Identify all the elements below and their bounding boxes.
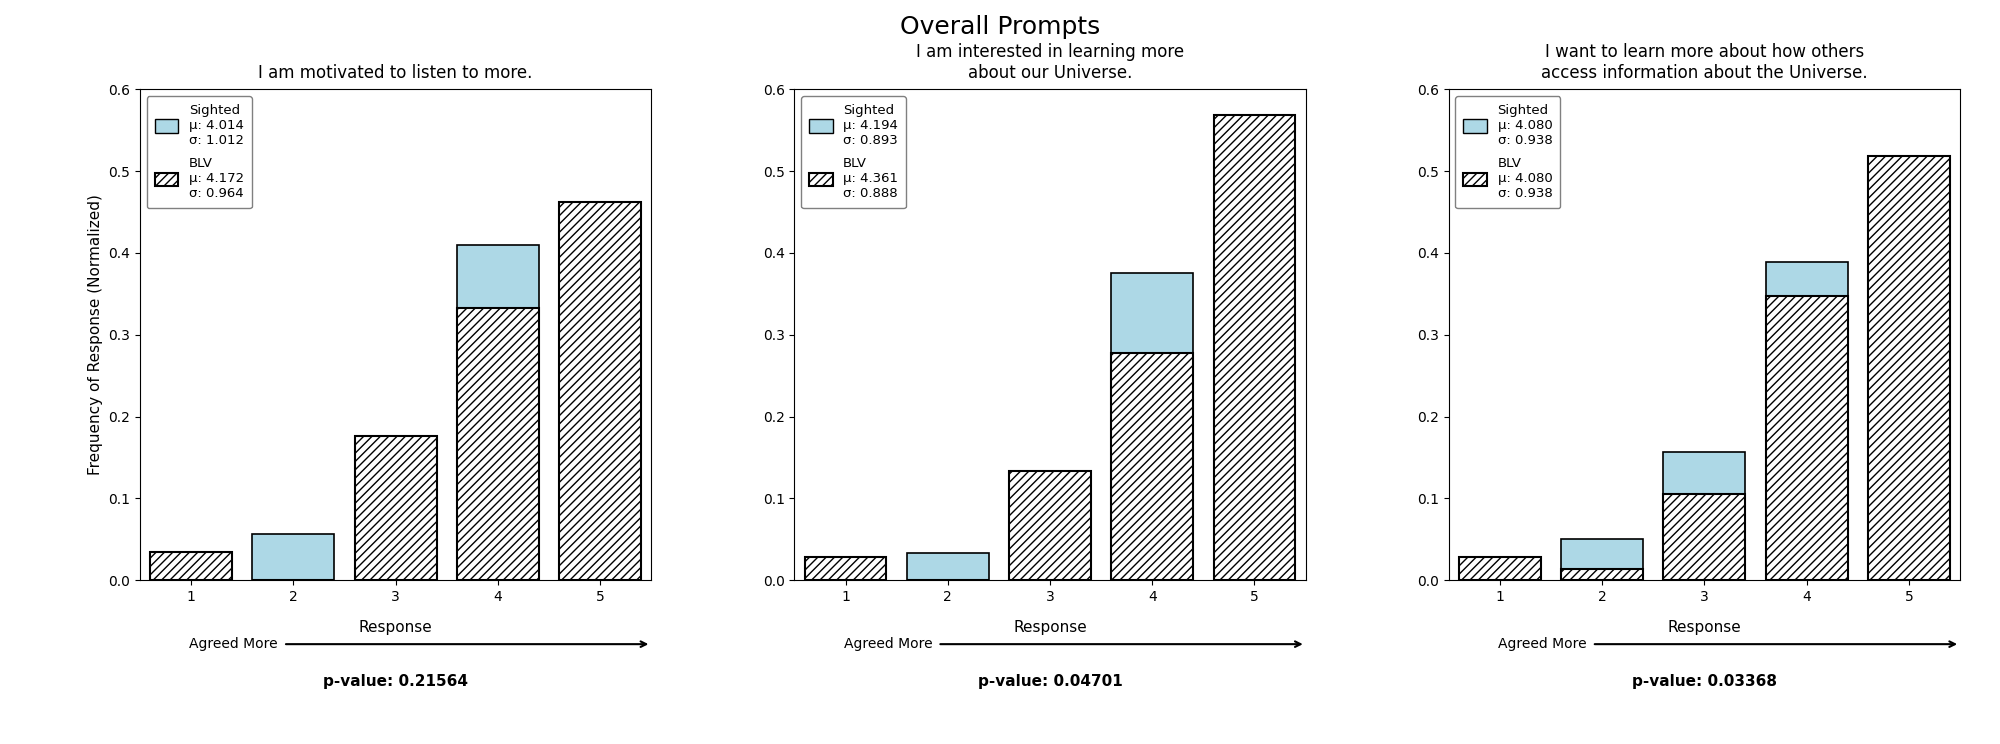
Bar [1458,557,1540,580]
Bar [354,471,436,580]
Text: Agreed More: Agreed More [844,637,932,651]
Text: Response: Response [1668,620,1742,635]
Bar [252,533,334,580]
Bar [1868,155,1950,580]
Text: Response: Response [1014,620,1086,635]
Y-axis label: Frequency of Response (Normalized): Frequency of Response (Normalized) [88,194,102,475]
Title: I want to learn more about how others
access information about the Universe.: I want to learn more about how others ac… [1542,43,1868,82]
Text: Response: Response [358,620,432,635]
Text: p-value: 0.04701: p-value: 0.04701 [978,673,1122,689]
Title: I am interested in learning more
about our Universe.: I am interested in learning more about o… [916,43,1184,82]
Text: p-value: 0.03368: p-value: 0.03368 [1632,673,1776,689]
Bar [1664,493,1746,580]
Bar [560,286,642,580]
Bar [1562,539,1644,580]
Bar [1010,472,1090,580]
Bar [150,553,232,580]
Legend: Sighted
μ: 4.194
σ: 0.893, BLV
μ: 4.361
σ: 0.888: Sighted μ: 4.194 σ: 0.893, BLV μ: 4.361 … [800,96,906,208]
Bar [1562,569,1644,580]
Bar [1214,115,1296,580]
Bar [1766,262,1848,580]
Bar [1868,269,1950,580]
Bar [1766,295,1848,580]
Bar [1112,353,1194,580]
Bar [804,557,886,580]
Text: p-value: 0.21564: p-value: 0.21564 [324,673,468,689]
Bar [906,554,988,580]
Legend: Sighted
μ: 4.014
σ: 1.012, BLV
μ: 4.172
σ: 0.964: Sighted μ: 4.014 σ: 1.012, BLV μ: 4.172 … [146,96,252,208]
Bar [1664,452,1746,580]
Title: I am motivated to listen to more.: I am motivated to listen to more. [258,64,532,82]
Text: Overall Prompts: Overall Prompts [900,15,1100,39]
Bar [1010,472,1090,580]
Text: Agreed More: Agreed More [1498,637,1586,651]
Bar [1214,217,1296,580]
Bar [560,202,642,580]
Bar [150,553,232,580]
Bar [456,245,538,580]
Bar [354,436,436,580]
Bar [456,308,538,580]
Bar [1112,273,1194,580]
Text: Agreed More: Agreed More [190,637,278,651]
Legend: Sighted
μ: 4.080
σ: 0.938, BLV
μ: 4.080
σ: 0.938: Sighted μ: 4.080 σ: 0.938, BLV μ: 4.080 … [1456,96,1560,208]
